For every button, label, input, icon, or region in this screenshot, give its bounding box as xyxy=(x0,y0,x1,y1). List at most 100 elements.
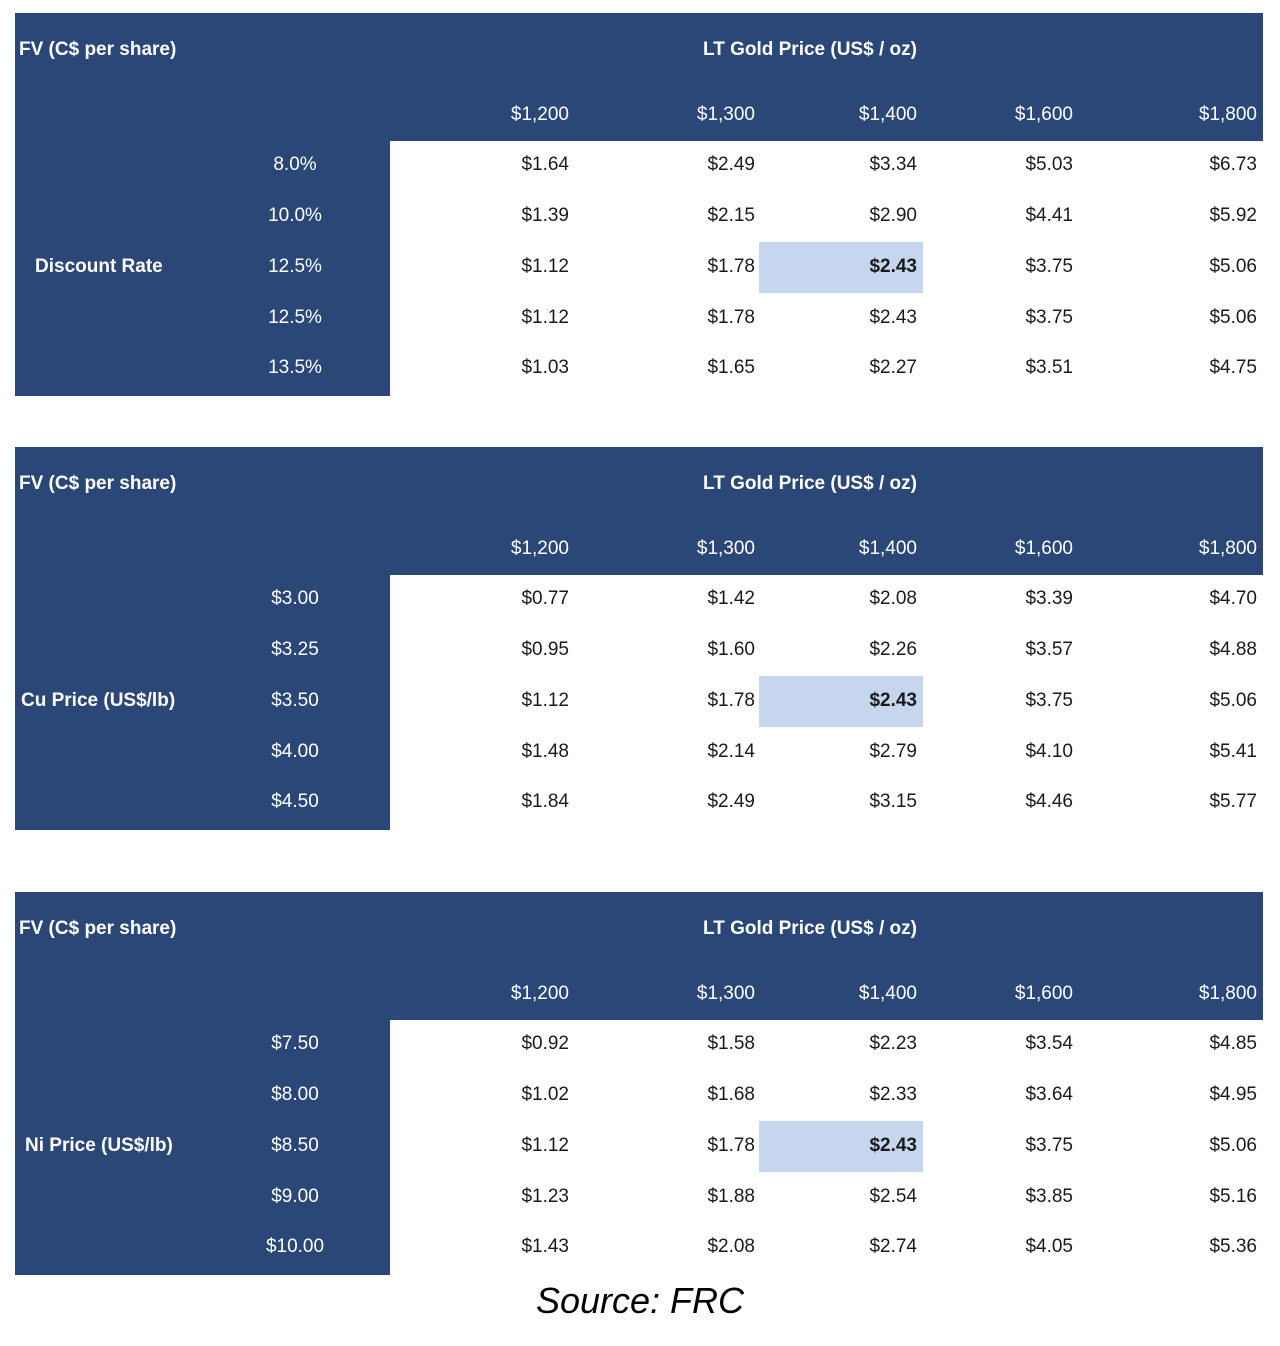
table-cell: $2.74 xyxy=(869,1236,917,1257)
row-axis-label: Discount Rate xyxy=(35,256,163,277)
fv-title: FV (C$ per share) xyxy=(19,918,177,939)
table-cell: $1.78 xyxy=(707,1135,755,1156)
row-header: $7.50 xyxy=(271,1033,319,1054)
table-cell: $1.02 xyxy=(521,1084,569,1105)
table-cell: $4.41 xyxy=(1025,205,1073,226)
row-header: 10.0% xyxy=(268,205,322,226)
lt-gold-price-title: LT Gold Price (US$ / oz) xyxy=(703,39,917,60)
table-cell: $4.46 xyxy=(1025,791,1073,812)
table-cell: $3.75 xyxy=(1025,1135,1073,1156)
table-cell: $1.78 xyxy=(707,690,755,711)
sensitivity-table-cu-price: FV (C$ per share) LT Gold Price (US$ / o… xyxy=(15,447,1263,830)
column-header: $1,800 xyxy=(1198,983,1257,1004)
table-cell: $2.79 xyxy=(869,741,917,762)
table-cell: $1.12 xyxy=(521,307,569,328)
table-cell: $3.85 xyxy=(1025,1186,1073,1207)
table-cell: $2.43 xyxy=(869,307,917,328)
table-cell: $5.06 xyxy=(1209,690,1257,711)
column-header: $1,600 xyxy=(1014,104,1073,125)
table-cell: $1.48 xyxy=(521,741,569,762)
table-cell: $0.77 xyxy=(521,588,569,609)
highlight-cell-bg xyxy=(759,1121,923,1172)
table-cell: $1.43 xyxy=(521,1236,569,1257)
highlighted-cell: $2.43 xyxy=(869,1135,917,1156)
table-header-band xyxy=(15,447,1263,575)
sensitivity-table-ni-price: FV (C$ per share) LT Gold Price (US$ / o… xyxy=(15,892,1263,1275)
table-cell: $3.75 xyxy=(1025,307,1073,328)
sensitivity-table-discount-rate: FV (C$ per share) LT Gold Price (US$ / o… xyxy=(15,13,1263,396)
column-header: $1,800 xyxy=(1198,538,1257,559)
highlight-cell-bg xyxy=(759,676,923,727)
row-header: $10.00 xyxy=(265,1236,325,1257)
lt-gold-price-title: LT Gold Price (US$ / oz) xyxy=(703,918,917,939)
table-cell: $4.70 xyxy=(1209,588,1257,609)
column-header: $1,600 xyxy=(1014,538,1073,559)
table-cell: $5.03 xyxy=(1025,154,1073,175)
table-cell: $0.95 xyxy=(521,639,569,660)
table-cell: $1.58 xyxy=(707,1033,755,1054)
column-header: $1,200 xyxy=(510,104,569,125)
table-header-band xyxy=(15,13,1263,141)
table-cell: $2.54 xyxy=(869,1186,917,1207)
table-cell: $2.49 xyxy=(707,154,755,175)
table-cell: $1.60 xyxy=(707,639,755,660)
table-cell: $4.88 xyxy=(1209,639,1257,660)
table-cell: $1.78 xyxy=(707,307,755,328)
column-header: $1,400 xyxy=(858,538,917,559)
row-header: $8.50 xyxy=(271,1135,319,1156)
table-cell: $3.34 xyxy=(869,154,917,175)
table-cell: $4.05 xyxy=(1025,1236,1073,1257)
table-cell: $2.08 xyxy=(869,588,917,609)
table-cell: $1.12 xyxy=(521,1135,569,1156)
column-header: $1,300 xyxy=(696,983,755,1004)
table-row-header-band xyxy=(15,141,390,396)
row-header: $4.50 xyxy=(271,791,319,812)
table-cell: $2.08 xyxy=(707,1236,755,1257)
table-cell: $2.90 xyxy=(869,205,917,226)
table-cell: $0.92 xyxy=(521,1033,569,1054)
table-cell: $5.16 xyxy=(1209,1186,1257,1207)
table-cell: $1.68 xyxy=(707,1084,755,1105)
table-cell: $3.75 xyxy=(1025,690,1073,711)
row-axis-label: Ni Price (US$/lb) xyxy=(25,1135,173,1156)
row-header: 13.5% xyxy=(268,357,322,378)
row-header: 12.5% xyxy=(268,307,322,328)
table-cell: $1.64 xyxy=(521,154,569,175)
row-header: $3.00 xyxy=(271,588,319,609)
table-cell: $2.15 xyxy=(707,205,755,226)
table-cell: $5.92 xyxy=(1209,205,1257,226)
table-cell: $5.77 xyxy=(1209,791,1257,812)
table-cell: $2.14 xyxy=(707,741,755,762)
row-header: $8.00 xyxy=(271,1084,319,1105)
table-cell: $5.36 xyxy=(1209,1236,1257,1257)
fv-title: FV (C$ per share) xyxy=(19,473,177,494)
table-cell: $2.33 xyxy=(869,1084,917,1105)
table-cell: $3.57 xyxy=(1025,639,1073,660)
row-header: 8.0% xyxy=(273,154,317,175)
column-header: $1,400 xyxy=(858,983,917,1004)
lt-gold-price-title: LT Gold Price (US$ / oz) xyxy=(703,473,917,494)
table-cell: $1.03 xyxy=(521,357,569,378)
table-cell: $1.23 xyxy=(521,1186,569,1207)
column-header: $1,800 xyxy=(1198,104,1257,125)
table-cell: $2.49 xyxy=(707,791,755,812)
table-cell: $1.84 xyxy=(521,791,569,812)
table-cell: $3.51 xyxy=(1025,357,1073,378)
table-cell: $2.27 xyxy=(869,357,917,378)
table-cell: $3.15 xyxy=(869,791,917,812)
table-cell: $5.06 xyxy=(1209,256,1257,277)
table-cell: $1.39 xyxy=(521,205,569,226)
table-cell: $3.64 xyxy=(1025,1084,1073,1105)
table-cell: $3.54 xyxy=(1025,1033,1073,1054)
table-row-header-band xyxy=(15,575,390,830)
highlighted-cell: $2.43 xyxy=(869,690,917,711)
column-header: $1,600 xyxy=(1014,983,1073,1004)
table-cell: $4.85 xyxy=(1209,1033,1257,1054)
row-header: $9.00 xyxy=(271,1186,319,1207)
table-cell: $2.26 xyxy=(869,639,917,660)
column-header: $1,200 xyxy=(510,538,569,559)
fv-title: FV (C$ per share) xyxy=(19,39,177,60)
table-cell: $2.23 xyxy=(869,1033,917,1054)
table-cell: $4.95 xyxy=(1209,1084,1257,1105)
source-caption: Source: FRC xyxy=(535,1280,745,1321)
